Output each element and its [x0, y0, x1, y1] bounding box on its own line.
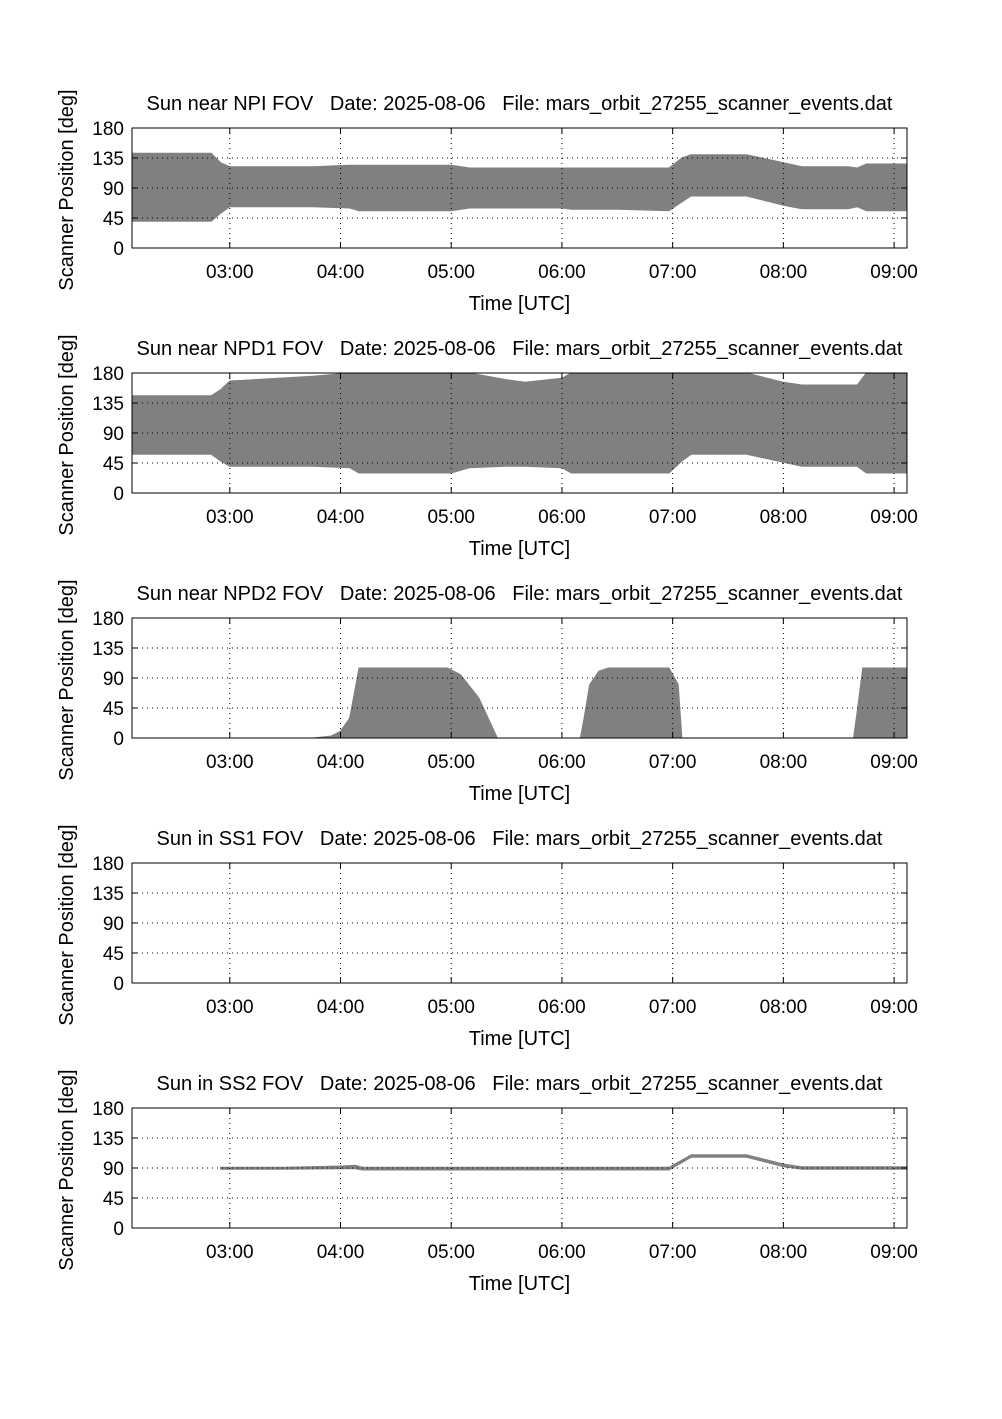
x-tick-label: 03:00	[206, 997, 254, 1018]
y-tick-label: 135	[92, 1129, 124, 1150]
y-axis-label: Scanner Position [deg]	[56, 1069, 78, 1270]
y-axis-label: Scanner Position [deg]	[56, 579, 78, 780]
y-axis-label: Scanner Position [deg]	[56, 824, 78, 1025]
y-tick-label: 180	[92, 1099, 124, 1120]
x-tick-label: 09:00	[870, 262, 918, 283]
y-tick-label: 90	[103, 424, 124, 445]
x-tick-label: 06:00	[538, 752, 586, 773]
x-tick-label: 08:00	[760, 262, 808, 283]
x-tick-label: 04:00	[317, 262, 365, 283]
y-tick-label: 135	[92, 884, 124, 905]
y-tick-label: 0	[113, 729, 124, 750]
chart-panel-3: 03:00 04:00 05:00 06:00 07:00 08:00 09:00 0 45 90…	[56, 579, 918, 805]
scanner-area-series-1	[131, 372, 908, 474]
y-tick-label: 45	[103, 1189, 124, 1210]
x-tick-label: 03:00	[206, 1242, 254, 1263]
x-tick-label: 04:00	[317, 1242, 365, 1263]
chart-panel-2: 03:00 04:00 05:00 06:00 07:00 08:00 09:00 0 45 90…	[56, 334, 918, 560]
x-tick-label: 04:00	[317, 752, 365, 773]
x-tick-label: 07:00	[649, 507, 697, 528]
x-tick-label: 08:00	[760, 752, 808, 773]
x-tick-label: 08:00	[760, 997, 808, 1018]
x-tick-label: 09:00	[870, 1242, 918, 1263]
y-axis-label: Scanner Position [deg]	[56, 89, 78, 290]
chart-title: Sun near NPD1 FOV Date: 2025-08-06 File:…	[137, 338, 903, 360]
x-tick-label: 06:00	[538, 262, 586, 283]
x-tick-label: 09:00	[870, 997, 918, 1018]
x-tick-label: 06:00	[538, 1242, 586, 1263]
x-tick-label: 03:00	[206, 262, 254, 283]
y-tick-label: 135	[92, 394, 124, 415]
x-tick-label: 09:00	[870, 507, 918, 528]
y-tick-label: 180	[92, 854, 124, 875]
y-tick-label: 45	[103, 209, 124, 230]
x-axis-label: Time [UTC]	[469, 538, 570, 560]
x-tick-label: 09:00	[870, 752, 918, 773]
x-tick-label: 03:00	[206, 752, 254, 773]
y-tick-label: 90	[103, 669, 124, 690]
x-tick-label: 08:00	[760, 1242, 808, 1263]
y-axis-label: Scanner Position [deg]	[56, 334, 78, 535]
x-tick-label: 05:00	[427, 997, 475, 1018]
x-axis-label: Time [UTC]	[469, 1273, 570, 1295]
chart-title: Sun near NPD2 FOV Date: 2025-08-06 File:…	[137, 583, 903, 605]
chart-panel-4: 03:00 04:00 05:00 06:00 07:00 08:00 09:00 0 45 90…	[56, 824, 918, 1050]
y-tick-label: 135	[92, 639, 124, 660]
y-tick-label: 0	[113, 484, 124, 505]
y-tick-label: 45	[103, 699, 124, 720]
y-tick-label: 45	[103, 454, 124, 475]
y-tick-label: 45	[103, 944, 124, 965]
y-tick-label: 180	[92, 364, 124, 385]
y-tick-label: 135	[92, 149, 124, 170]
x-axis-label: Time [UTC]	[469, 293, 570, 315]
x-tick-label: 08:00	[760, 507, 808, 528]
chart-panel-5: 03:00 04:00 05:00 06:00 07:00 08:00 09:00 0 45 90…	[56, 1069, 918, 1295]
chart-panel-1: 03:00 04:00 05:00 06:00 07:00 08:00 09:00 0 45 90…	[56, 89, 918, 315]
scanner-area-series-1	[132, 667, 908, 739]
x-tick-label: 05:00	[427, 507, 475, 528]
x-tick-label: 07:00	[649, 752, 697, 773]
y-tick-label: 90	[103, 179, 124, 200]
axes-frame	[131, 862, 908, 984]
chart-title: Sun near NPI FOV Date: 2025-08-06 File: …	[147, 93, 893, 115]
x-tick-label: 04:00	[317, 507, 365, 528]
y-tick-label: 0	[113, 974, 124, 995]
x-tick-label: 07:00	[649, 1242, 697, 1263]
scanner-area-series-1	[220, 1154, 908, 1171]
y-tick-label: 90	[103, 914, 124, 935]
y-tick-label: 90	[103, 1159, 124, 1180]
y-tick-label: 180	[92, 609, 124, 630]
x-tick-label: 05:00	[427, 752, 475, 773]
x-tick-label: 06:00	[538, 507, 586, 528]
y-tick-label: 0	[113, 239, 124, 260]
y-tick-label: 180	[92, 119, 124, 140]
y-tick-label: 0	[113, 1219, 124, 1240]
x-tick-label: 04:00	[317, 997, 365, 1018]
x-tick-label: 07:00	[649, 262, 697, 283]
axes-frame	[131, 617, 908, 739]
x-tick-label: 03:00	[206, 507, 254, 528]
x-axis-label: Time [UTC]	[469, 783, 570, 805]
x-axis-label: Time [UTC]	[469, 1028, 570, 1050]
chart-title: Sun in SS2 FOV Date: 2025-08-06 File: ma…	[157, 1073, 883, 1095]
chart-title: Sun in SS1 FOV Date: 2025-08-06 File: ma…	[157, 828, 883, 850]
x-tick-label: 05:00	[427, 1242, 475, 1263]
x-tick-label: 06:00	[538, 997, 586, 1018]
scanner-area-series-1	[131, 152, 908, 222]
x-tick-label: 07:00	[649, 997, 697, 1018]
x-tick-label: 05:00	[427, 262, 475, 283]
